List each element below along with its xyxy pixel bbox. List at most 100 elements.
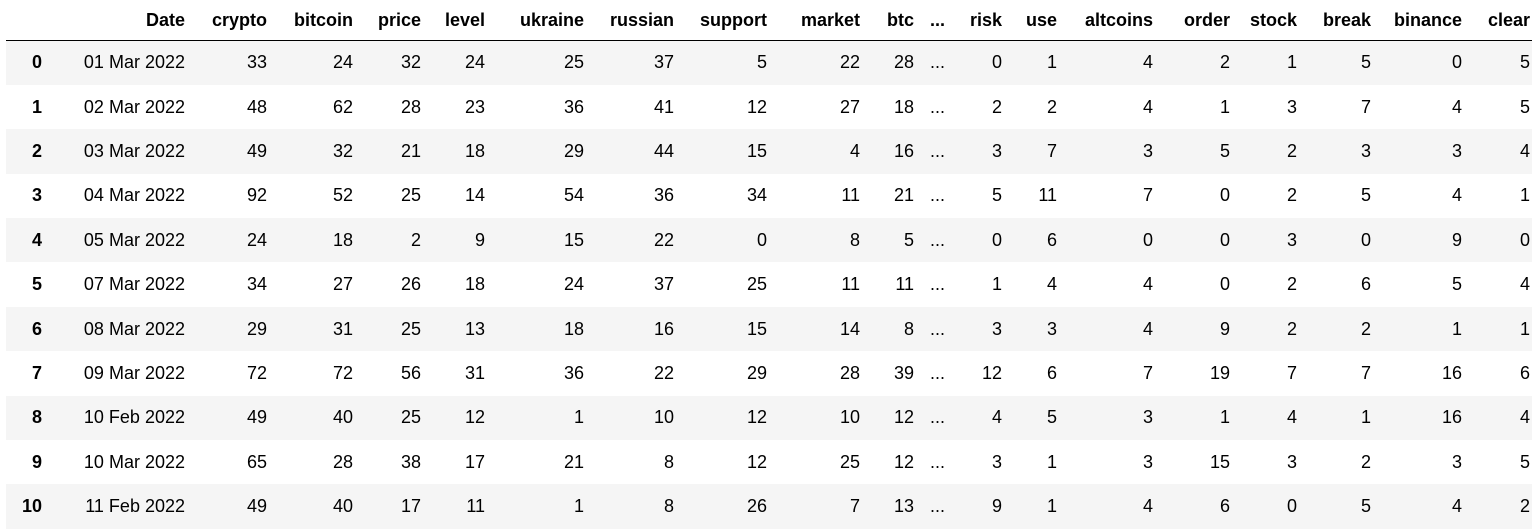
table-cell: 12 [981, 362, 1002, 383]
table-cell: 4 [1451, 96, 1462, 117]
table-cell: 1 [573, 496, 584, 517]
table-cell: 25 [839, 451, 860, 472]
table-cell: 7 [1360, 96, 1371, 117]
table-cell: 4 [1519, 140, 1530, 161]
table-cell: 0 [991, 229, 1002, 250]
ellipsis-cell: ... [930, 96, 946, 117]
table-cell: 4 [849, 140, 860, 161]
table-cell: 39 [893, 362, 914, 383]
table-cell: 11 [1038, 185, 1057, 206]
ellipsis-cell: ... [930, 185, 946, 206]
table-cell: 21 [563, 451, 584, 472]
column-header-market: market [775, 0, 868, 41]
column-header-level: level [429, 0, 493, 41]
row-index: 4 [31, 229, 42, 250]
table-cell: 05 Mar 2022 [83, 229, 185, 250]
table-cell: 1 [1451, 318, 1462, 339]
table-cell: 5 [1519, 451, 1530, 472]
table-cell: 8 [663, 496, 674, 517]
table-cell: 4 [1142, 318, 1153, 339]
table-cell: 4 [1142, 496, 1153, 517]
column-header-use: use [1010, 0, 1065, 41]
table-cell: 9 [1451, 229, 1462, 250]
table-cell: 15 [746, 140, 767, 161]
ellipsis-cell: ... [930, 52, 946, 73]
table-cell: 3 [991, 318, 1002, 339]
table-cell: 24 [464, 52, 485, 73]
table-cell: 4 [1142, 274, 1153, 295]
table-cell: 18 [893, 96, 914, 117]
table-cell: 7 [1360, 362, 1371, 383]
table-cell: 18 [332, 229, 353, 250]
table-cell: 44 [653, 140, 674, 161]
table-cell: 3 [1360, 140, 1371, 161]
table-cell: 36 [563, 96, 584, 117]
table-cell: 38 [400, 451, 421, 472]
table-cell: 9 [1219, 318, 1230, 339]
table-cell: 40 [332, 407, 353, 428]
table-cell: 0 [1219, 185, 1230, 206]
table-cell: 28 [839, 362, 860, 383]
table-cell: 25 [746, 274, 767, 295]
table-header: Date crypto bitcoin price level ukraine russia… [6, 0, 1532, 41]
row-index: 2 [31, 140, 42, 161]
row-index: 8 [31, 407, 42, 428]
column-header-btc: btc [868, 0, 922, 41]
table-cell: 31 [332, 318, 353, 339]
table-cell: 4 [1519, 407, 1530, 428]
column-header-price: price [361, 0, 429, 41]
table-cell: 1 [1046, 451, 1057, 472]
table-cell: 48 [246, 96, 267, 117]
table-cell: 24 [563, 274, 584, 295]
table-body: 0 01 Mar 2022 33 24 32 24 25 37 5 22 28... 0 1 4 2 1 5 0 5… [6, 40, 1532, 529]
table-cell: 15 [1209, 451, 1230, 472]
table-cell: 1 [1519, 185, 1530, 206]
table-cell: 3 [1286, 96, 1297, 117]
table-cell: 18 [464, 140, 485, 161]
table-cell: 12 [893, 407, 914, 428]
table-cell: 34 [246, 274, 267, 295]
table-cell: 7 [1142, 362, 1153, 383]
table-cell: 52 [332, 185, 353, 206]
table-cell: 5 [1519, 52, 1530, 73]
table-cell: 6 [1046, 229, 1057, 250]
table-cell: 1 [1046, 52, 1057, 73]
table-cell: 1 [1519, 318, 1530, 339]
table-cell: 29 [746, 362, 767, 383]
table-cell: 25 [563, 52, 584, 73]
table-cell: 2 [1286, 185, 1297, 206]
table-cell: 0 [756, 229, 767, 250]
ellipsis-header: ... [922, 0, 956, 41]
table-cell: 25 [400, 185, 421, 206]
table-cell: 3 [1286, 451, 1297, 472]
table-row: 4 05 Mar 2022 24 18 2 9 15 22 0 8 5... 0 6 0 0 3 0 9 0 [6, 218, 1532, 263]
table-cell: 10 [653, 407, 674, 428]
table-cell: 17 [464, 451, 485, 472]
table-cell: 21 [400, 140, 421, 161]
table-cell: 25 [400, 407, 421, 428]
row-index: 5 [31, 274, 42, 295]
table-cell: 12 [464, 407, 485, 428]
column-header-stock: stock [1238, 0, 1305, 41]
table-cell: 15 [746, 318, 767, 339]
table-cell: 54 [563, 185, 584, 206]
table-cell: 6 [1219, 496, 1230, 517]
table-cell: 03 Mar 2022 [83, 140, 185, 161]
table-cell: 13 [893, 496, 914, 517]
table-cell: 19 [1209, 362, 1230, 383]
table-cell: 36 [563, 362, 584, 383]
table-cell: 11 [895, 274, 914, 295]
table-cell: 7 [1046, 140, 1057, 161]
table-cell: 2 [991, 96, 1002, 117]
table-row: 7 09 Mar 2022 72 72 56 31 36 22 29 28 39... 12 6 7 19 7… [6, 351, 1532, 395]
table-cell: 4 [1142, 96, 1153, 117]
table-row: 0 01 Mar 2022 33 24 32 24 25 37 5 22 28... 0 1 4 2 1 5 0 5 [6, 40, 1532, 85]
table-cell: 2 [1219, 52, 1230, 73]
table-cell: 62 [332, 96, 353, 117]
table-cell: 4 [1519, 274, 1530, 295]
table-cell: 24 [332, 52, 353, 73]
table-cell: 5 [756, 52, 767, 73]
table-cell: 24 [246, 229, 267, 250]
table-cell: 5 [1360, 185, 1371, 206]
table-cell: 5 [991, 185, 1002, 206]
